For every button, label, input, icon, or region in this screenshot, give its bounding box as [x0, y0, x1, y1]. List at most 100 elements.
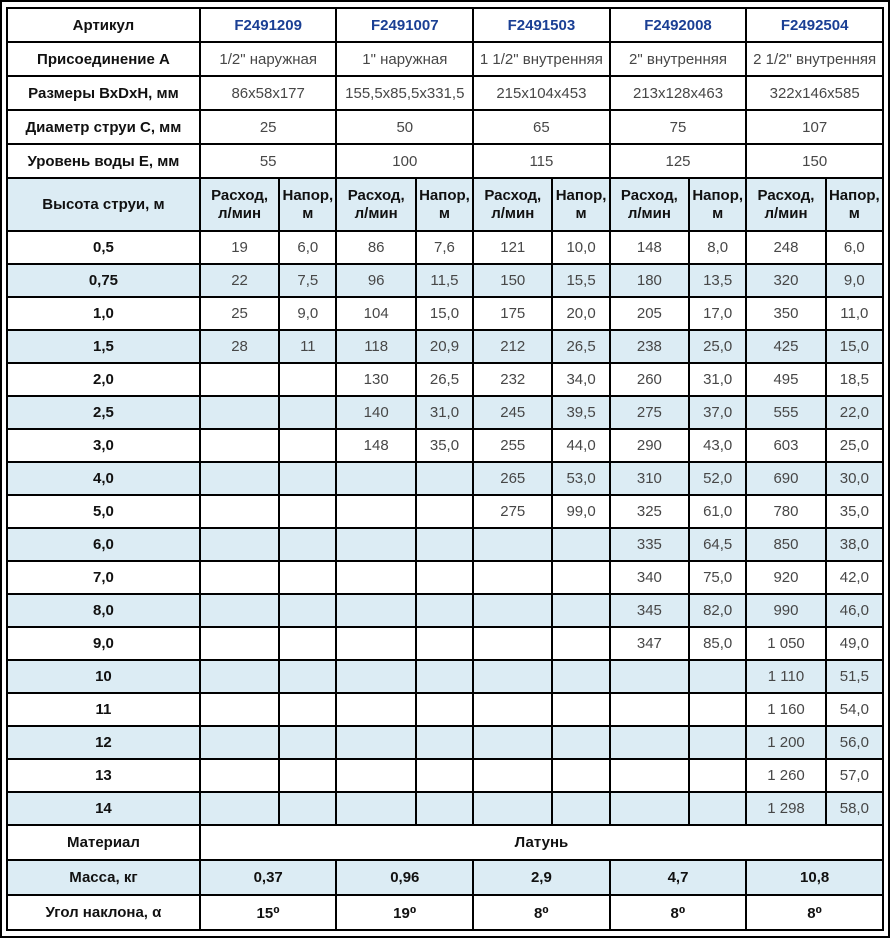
jet-height-label: 0,75 — [6, 263, 201, 298]
head-value — [414, 560, 475, 595]
head-value: 42,0 — [824, 560, 885, 595]
flow-value: 340 — [608, 560, 691, 595]
head-value: 57,0 — [824, 758, 885, 793]
angle-value: 19⁰ — [335, 894, 475, 931]
head-value: 8,0 — [688, 230, 748, 265]
head-value: 53,0 — [551, 461, 611, 496]
head-value — [414, 725, 475, 760]
head-value: 26,5 — [551, 329, 611, 364]
spec-value: 125 — [608, 143, 748, 179]
spec-value: 2" внутренняя — [608, 41, 748, 77]
head-value — [414, 527, 475, 562]
flow-value — [198, 527, 281, 562]
flow-value — [608, 692, 691, 727]
flow-value — [198, 791, 281, 826]
flow-value: 28 — [198, 329, 281, 364]
head-value — [278, 692, 338, 727]
table-row: 13 1 260 57,0 — [6, 758, 885, 793]
head-value — [551, 626, 611, 661]
flow-value — [472, 791, 554, 826]
jet-height-label: 2,0 — [6, 362, 201, 397]
head-value — [278, 659, 338, 694]
mass-row: Масса, кг 0,37 0,96 2,9 4,7 10,8 — [6, 859, 884, 896]
table-row: 4,0 265 53,0 310 52,0 690 30,0 — [6, 461, 885, 496]
table-row: 6,0 335 64,5 850 38,0 — [6, 527, 885, 562]
article-number: F2492504 — [745, 7, 884, 43]
flow-value: 320 — [745, 263, 827, 298]
flow-value — [472, 659, 554, 694]
spec-value: 65 — [472, 109, 611, 145]
spec-value: 2 1/2" внутренняя — [745, 41, 884, 77]
flow-value: 148 — [608, 230, 691, 265]
table-row: 11 1 160 54,0 — [6, 692, 885, 727]
mass-value: 2,9 — [472, 859, 611, 896]
head-value — [414, 659, 475, 694]
head-value: 61,0 — [688, 494, 748, 529]
flow-value: 603 — [745, 428, 827, 463]
head-value: 56,0 — [824, 725, 885, 760]
head-value — [551, 725, 611, 760]
flow-value: 290 — [608, 428, 691, 463]
jet-header-row: Высота струи, м Расход, л/мин Напор, м Расх… — [6, 177, 885, 232]
flow-value: 780 — [745, 494, 827, 529]
spec-row: Размеры ВхDхН, мм 86х58х177 155,5х85,5х331… — [6, 75, 884, 111]
row-label: Присоединение А — [6, 41, 201, 77]
head-value: 64,5 — [688, 527, 748, 562]
spec-value: 1/2" наружная — [198, 41, 338, 77]
table-row: 1,0 25 9,0 104 15,0 175 20,0 205 17,0 350 11,0 — [6, 296, 885, 331]
spec-value: 50 — [335, 109, 475, 145]
head-value: 35,0 — [414, 428, 475, 463]
flow-value: 175 — [472, 296, 554, 331]
spec-value: 115 — [472, 143, 611, 179]
flow-value — [198, 395, 281, 430]
head-column-header: Напор, м — [278, 177, 338, 232]
flow-value — [198, 461, 281, 496]
head-value: 7,6 — [414, 230, 475, 265]
flow-value — [335, 593, 417, 628]
flow-value — [608, 659, 691, 694]
flow-value — [198, 428, 281, 463]
head-value — [278, 758, 338, 793]
row-label: Высота струи, м — [6, 177, 201, 232]
flow-value — [472, 725, 554, 760]
head-column-header: Напор, м — [824, 177, 885, 232]
flow-column-header: Расход, л/мин — [608, 177, 691, 232]
flow-value: 118 — [335, 329, 417, 364]
head-value: 25,0 — [688, 329, 748, 364]
spec-value: 155,5х85,5х331,5 — [335, 75, 475, 111]
head-value: 39,5 — [551, 395, 611, 430]
head-value: 99,0 — [551, 494, 611, 529]
head-value: 44,0 — [551, 428, 611, 463]
head-value: 37,0 — [688, 395, 748, 430]
table-row: 7,0 340 75,0 920 42,0 — [6, 560, 885, 595]
head-value — [688, 758, 748, 793]
jet-height-label: 8,0 — [6, 593, 201, 628]
flow-value: 1 050 — [745, 626, 827, 661]
head-value — [688, 725, 748, 760]
head-value: 58,0 — [824, 791, 885, 826]
head-value: 31,0 — [414, 395, 475, 430]
jet-height-label: 5,0 — [6, 494, 201, 529]
jet-height-label: 11 — [6, 692, 201, 727]
row-label: Угол наклона, α — [6, 894, 201, 931]
head-value — [278, 593, 338, 628]
jet-height-label: 13 — [6, 758, 201, 793]
head-value: 20,0 — [551, 296, 611, 331]
spec-value: 215х104х453 — [472, 75, 611, 111]
flow-column-header: Расход, л/мин — [335, 177, 417, 232]
material-row: Материал Латунь — [6, 824, 885, 861]
flow-value: 121 — [472, 230, 554, 265]
head-value: 46,0 — [824, 593, 885, 628]
flow-value: 345 — [608, 593, 691, 628]
head-value — [551, 692, 611, 727]
flow-value — [472, 692, 554, 727]
head-value — [414, 758, 475, 793]
head-value — [551, 527, 611, 562]
head-value: 17,0 — [688, 296, 748, 331]
head-value: 9,0 — [278, 296, 338, 331]
head-value — [414, 692, 475, 727]
head-value — [278, 560, 338, 595]
head-value: 51,5 — [824, 659, 885, 694]
flow-value — [608, 725, 691, 760]
